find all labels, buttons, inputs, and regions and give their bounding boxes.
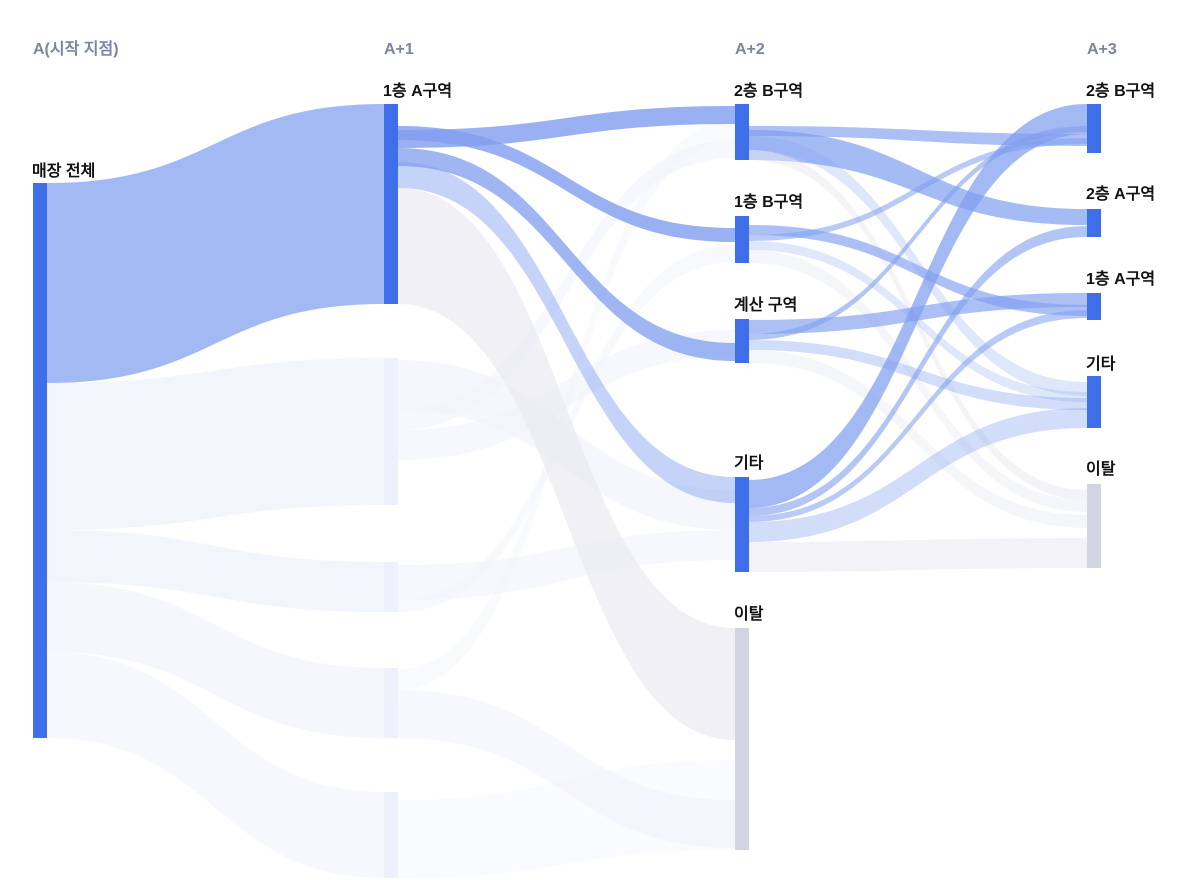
link-1a-to-2b bbox=[398, 106, 735, 148]
node-label-a2-drop: 이탈 bbox=[734, 605, 764, 623]
link-faded4-to-drop bbox=[398, 760, 735, 878]
link-1a-to-etc bbox=[398, 162, 735, 503]
node-label-a3-drop: 이탈 bbox=[1086, 460, 1116, 478]
node-label-a2-etc: 기타 bbox=[734, 454, 764, 472]
link-pay-to-2b bbox=[749, 126, 1087, 340]
link-start-to-faded-3 bbox=[47, 582, 384, 738]
link-start-to-faded-2 bbox=[47, 530, 384, 612]
flow-nodes bbox=[33, 104, 1101, 878]
node-a3-1a[interactable] bbox=[1087, 293, 1101, 320]
link-1a-to-pay bbox=[398, 148, 735, 361]
node-a2-etc[interactable] bbox=[735, 477, 749, 572]
node-a1-1a[interactable] bbox=[384, 104, 398, 304]
link-pay-to-drop bbox=[749, 350, 1087, 528]
link-start-to-1a bbox=[47, 104, 384, 383]
node-a1-faded-3[interactable] bbox=[384, 668, 398, 738]
link-1b-to-2b bbox=[749, 138, 1087, 241]
link-1b-to-etc bbox=[749, 241, 1087, 402]
node-label-a3-2b: 2층 B구역 bbox=[1086, 82, 1155, 100]
node-label-a2-pay: 계산 구역 bbox=[734, 295, 797, 314]
node-label-a2-1b: 1층 B구역 bbox=[734, 193, 803, 211]
link-etc-to-drop bbox=[749, 538, 1087, 572]
link-1b-to-1a bbox=[749, 225, 1087, 316]
node-label-a2-2b: 2층 B구역 bbox=[734, 82, 803, 100]
node-a3-2b[interactable] bbox=[1087, 104, 1101, 153]
column-header-a2: A+2 bbox=[735, 41, 765, 58]
link-faded1-to-2b bbox=[398, 140, 735, 430]
node-a2-1b[interactable] bbox=[735, 216, 749, 263]
link-2b-to-drop bbox=[749, 150, 1087, 500]
column-header-start: A(시작 지점) bbox=[33, 39, 119, 58]
node-a3-2a[interactable] bbox=[1087, 209, 1101, 237]
node-label-a3-2a: 2층 A구역 bbox=[1086, 185, 1155, 203]
link-faded3-to-2b bbox=[398, 120, 735, 690]
link-faded2-to-etc bbox=[398, 530, 735, 600]
node-label-a3-1a: 1층 A구역 bbox=[1086, 270, 1155, 288]
link-faded3-to-drop bbox=[398, 690, 735, 848]
link-faded1-to-pay bbox=[398, 330, 735, 460]
link-1a-to-1b bbox=[398, 126, 735, 242]
node-a2-drop[interactable] bbox=[735, 628, 749, 850]
flow-links bbox=[47, 104, 1087, 878]
column-header-a3: A+3 bbox=[1087, 41, 1117, 58]
link-1b-to-drop bbox=[749, 250, 1087, 512]
link-2b-to-2a bbox=[749, 130, 1087, 225]
node-a1-faded-1[interactable] bbox=[384, 358, 398, 505]
node-label-start: 매장 전체 bbox=[32, 162, 95, 180]
node-label-a3-etc: 기타 bbox=[1086, 355, 1116, 373]
node-a2-pay[interactable] bbox=[735, 319, 749, 363]
node-a1-faded-2[interactable] bbox=[384, 562, 398, 612]
link-etc-to-etc bbox=[749, 408, 1087, 542]
link-start-to-faded-4 bbox=[47, 652, 384, 878]
link-etc-to-2a bbox=[749, 226, 1087, 516]
node-label-a1-1a: 1층 A구역 bbox=[383, 82, 452, 100]
link-etc-to-1a bbox=[749, 310, 1087, 522]
node-start[interactable] bbox=[33, 183, 47, 738]
column-header-a1: A+1 bbox=[384, 41, 414, 58]
link-1a-to-drop bbox=[398, 188, 735, 740]
link-etc-to-2b bbox=[749, 104, 1087, 508]
node-a3-etc[interactable] bbox=[1087, 376, 1101, 428]
link-2b-to-2b bbox=[749, 126, 1087, 146]
node-a2-2b[interactable] bbox=[735, 104, 749, 160]
link-start-to-faded-1 bbox=[47, 358, 384, 530]
node-a1-faded-4[interactable] bbox=[384, 792, 398, 878]
node-a3-drop[interactable] bbox=[1087, 484, 1101, 568]
